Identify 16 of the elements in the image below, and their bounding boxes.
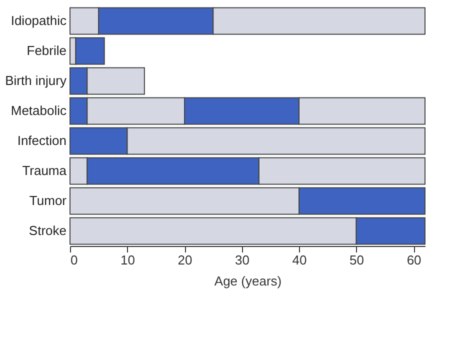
y-tick-label: Trauma xyxy=(22,163,68,178)
x-tick-label: 30 xyxy=(235,252,250,268)
y-tick-label: Idiopathic xyxy=(10,13,67,28)
x-tick-label: 0 xyxy=(70,252,78,268)
x-tick-label: 10 xyxy=(120,252,135,268)
y-tick-label: Metabolic xyxy=(10,103,67,118)
y-tick-label: Infection xyxy=(17,133,66,148)
x-tick-label: 50 xyxy=(350,252,364,268)
x-tick-label: 40 xyxy=(292,252,307,268)
x-axis-title: Age (years) xyxy=(214,274,282,288)
y-tick-label: Birth injury xyxy=(5,73,67,88)
x-tick-label: 60 xyxy=(406,252,422,268)
y-tick-label: Febrile xyxy=(26,43,66,58)
y-tick-label: Stroke xyxy=(28,223,66,238)
x-tick-label: 20 xyxy=(178,252,192,268)
y-tick-label: Tumor xyxy=(29,193,68,208)
